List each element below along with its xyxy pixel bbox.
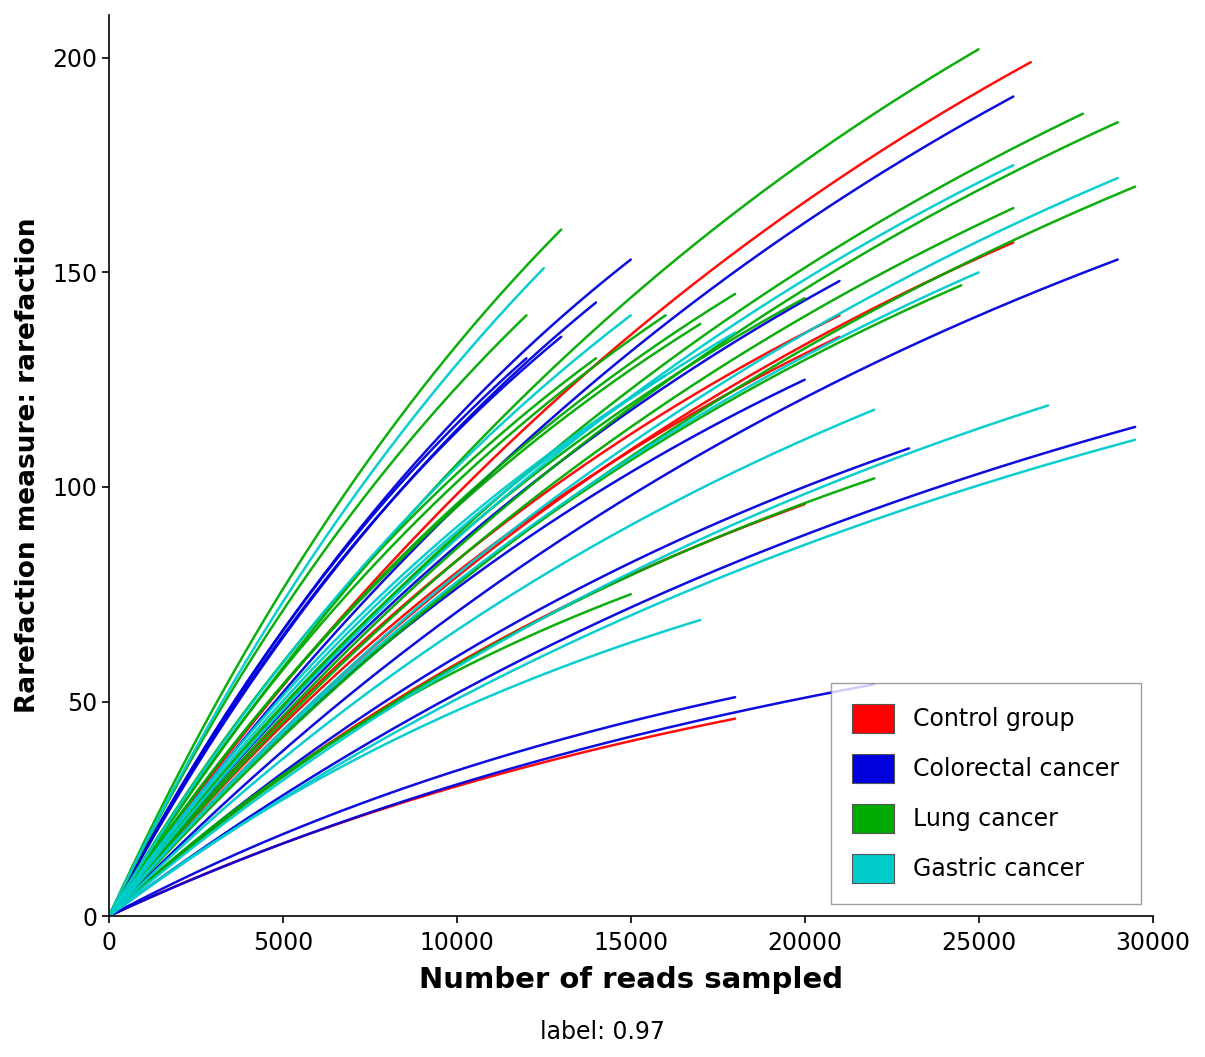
- Y-axis label: Rarefaction measure: rarefaction: Rarefaction measure: rarefaction: [14, 218, 41, 713]
- Text: label: 0.97: label: 0.97: [540, 1020, 665, 1044]
- X-axis label: Number of reads sampled: Number of reads sampled: [418, 966, 842, 995]
- Legend: Control group, Colorectal cancer, Lung cancer, Gastric cancer: Control group, Colorectal cancer, Lung c…: [830, 683, 1141, 904]
